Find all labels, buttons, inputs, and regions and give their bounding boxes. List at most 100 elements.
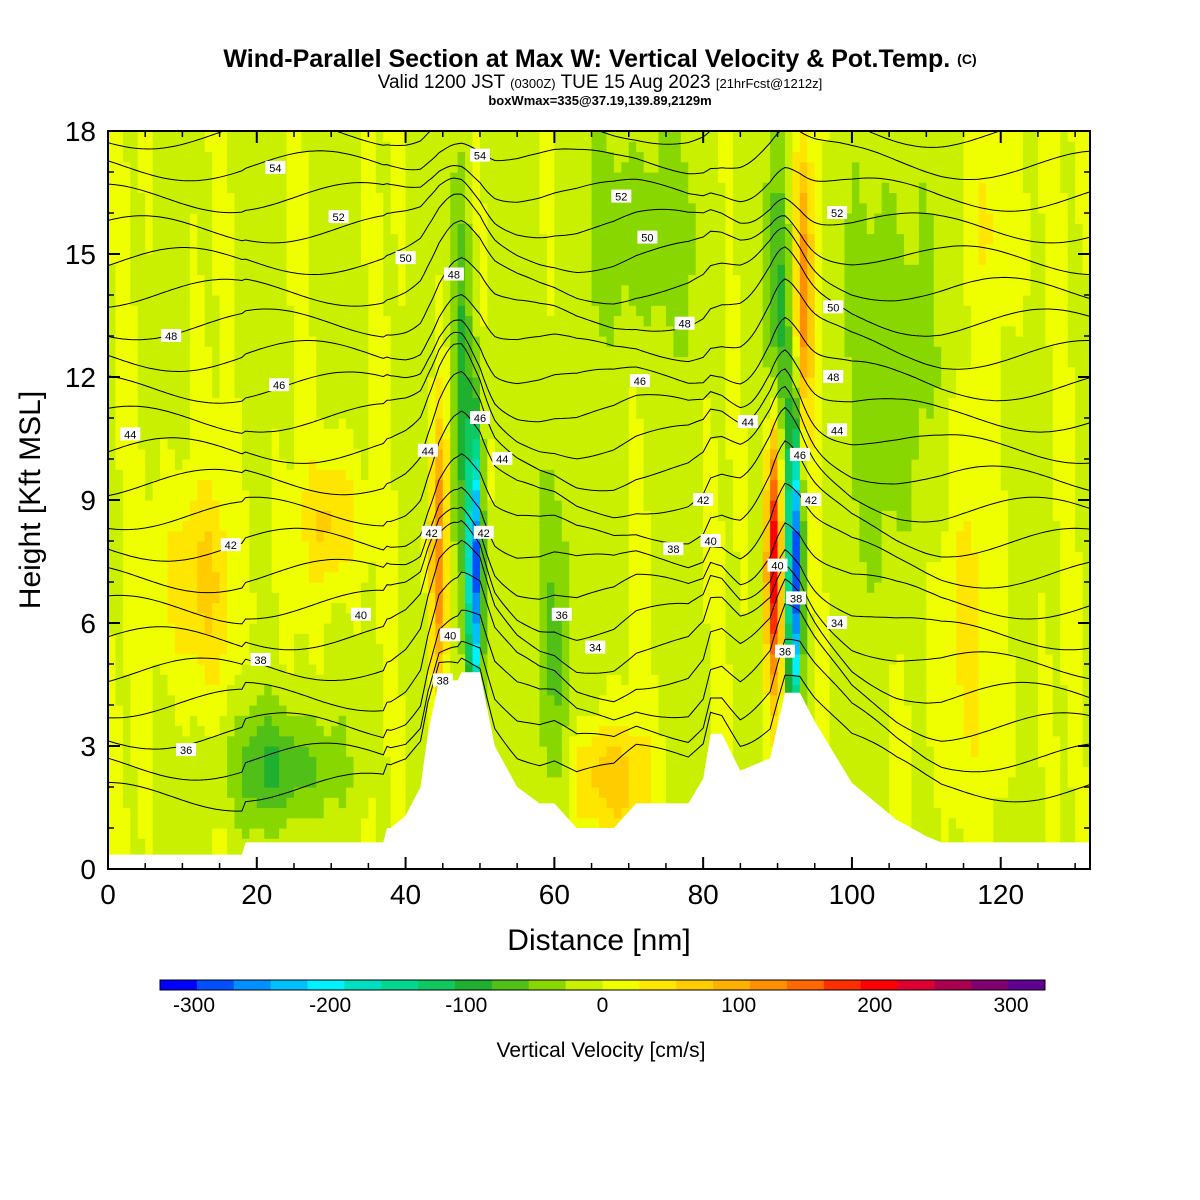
y-axis-label: Height [Kft MSL] — [14, 391, 47, 609]
x-tick-label: 0 — [100, 879, 116, 910]
colorbar-frame — [159, 979, 1046, 991]
x-tick-label: 60 — [539, 879, 570, 910]
x-tick-label: 80 — [688, 879, 719, 910]
colorbar-tick-label: -200 — [309, 994, 351, 1017]
contour-label: 36 — [176, 743, 197, 757]
contour-label: 52 — [611, 189, 632, 204]
x-tick-label: 120 — [977, 879, 1024, 910]
valid-date-text: TUE 15 Aug 2023 — [560, 72, 711, 93]
contour-label: 50 — [637, 230, 658, 245]
y-tick-label: 3 — [80, 731, 96, 762]
x-tick-label: 20 — [241, 879, 272, 910]
contour-label: 42 — [220, 538, 241, 552]
potential-temperature-contours — [108, 131, 1090, 812]
contour-label: 50 — [395, 251, 416, 265]
contour-label: 38 — [250, 652, 271, 667]
colorbar-tick-label: 300 — [993, 994, 1028, 1017]
contour-label: 44 — [737, 415, 758, 429]
terrain-mask — [108, 672, 1090, 869]
contour-label: 44 — [492, 452, 513, 466]
contour-label: 42 — [801, 493, 821, 507]
chart-title: Wind-Parallel Section at Max W: Vertical… — [0, 44, 1200, 74]
contour-label: 40 — [767, 558, 788, 573]
contour-labels: 54 52 50 48 54 48 46 44 44 46 44 42 42 42 40 40 38 38 36 52… — [120, 148, 848, 757]
contour-label: 40 — [440, 628, 461, 642]
colorbar-swatch — [344, 980, 382, 990]
colorbar-tick-label: -300 — [173, 994, 215, 1017]
colorbar-label: Vertical Velocity [cm/s] — [497, 1039, 706, 1062]
contour-label: 52 — [827, 206, 848, 220]
chart-title-text: Wind-Parallel Section at Max W: Vertical… — [223, 45, 951, 73]
colorbar-swatch — [860, 980, 898, 990]
y-tick-label: 12 — [65, 362, 96, 393]
chart-subtitle-valid: Valid 1200 JST (0300Z) TUE 15 Aug 2023 [… — [0, 72, 1200, 93]
colorbar-swatch — [565, 980, 603, 990]
contour-label: 46 — [629, 374, 650, 388]
y-tick-label: 6 — [80, 608, 96, 639]
x-tick-label: 100 — [829, 879, 876, 910]
colorbar-tick-label: 200 — [857, 994, 892, 1017]
contour-label: 40 — [350, 607, 371, 622]
contour-label: 38 — [786, 591, 807, 605]
contour-label: 48 — [823, 370, 844, 384]
colorbar-swatch — [196, 980, 235, 990]
colorbar-tick-label: 0 — [597, 994, 609, 1017]
colorbar-swatch — [934, 980, 972, 990]
box-wmax-info: boxWmax=335@37.19,139.89,2129m — [488, 93, 712, 108]
colorbar-swatch — [233, 980, 272, 990]
contour-label: 44 — [120, 427, 141, 441]
colorbar-swatch — [823, 980, 862, 990]
colorbar-swatch — [418, 980, 456, 990]
contour-label: 52 — [328, 210, 349, 224]
contour-label: 36 — [551, 607, 572, 622]
x-axis-label: Distance [nm] — [507, 924, 690, 957]
y-tick-label: 18 — [65, 116, 96, 147]
valid-utc-text: (0300Z) — [510, 76, 556, 91]
colorbar-swatch — [381, 980, 419, 990]
contour-label: 44 — [827, 423, 848, 437]
colorbar-swatch — [713, 980, 751, 990]
colorbar-tick-label: 100 — [721, 994, 756, 1017]
colorbar-swatch — [602, 980, 640, 990]
contour-label: 42 — [421, 525, 442, 540]
contour-label: 54 — [265, 160, 286, 175]
colorbar-swatch — [270, 980, 308, 990]
colorbar-swatch — [971, 980, 1009, 990]
y-tick-label: 15 — [65, 239, 96, 270]
contour-label: 42 — [473, 525, 494, 540]
forecast-info-text: [21hrFcst@1212z] — [715, 76, 823, 91]
colorbar-swatch — [307, 980, 345, 990]
colorbar-swatch — [676, 980, 714, 990]
x-tick-label: 40 — [390, 879, 421, 910]
colorbar-swatch — [160, 980, 198, 990]
colorbar-swatch — [491, 980, 530, 990]
contour-label: 38 — [663, 542, 684, 556]
contour-label: 36 — [775, 644, 795, 659]
chart-title-block: Wind-Parallel Section at Max W: Vertical… — [0, 44, 1200, 108]
chart-title-tag: (C) — [957, 51, 977, 67]
y-tick-label: 0 — [80, 854, 96, 885]
contour-label: 48 — [674, 316, 695, 331]
colorbar-tick-label: -100 — [445, 994, 487, 1017]
contour-label: 38 — [432, 673, 453, 687]
contour-label: 42 — [693, 493, 714, 507]
contour-label: 34 — [585, 640, 606, 655]
contour-label: 54 — [470, 148, 490, 163]
valid-time-text: Valid 1200 JST — [377, 72, 505, 93]
vertical-velocity-field — [108, 131, 1090, 869]
contour-label: 48 — [161, 329, 182, 343]
contour-label: 46 — [470, 411, 490, 425]
colorbar-swatch — [1008, 980, 1046, 990]
contour-label: 44 — [417, 443, 438, 458]
contour-label: 40 — [700, 534, 721, 548]
contour-label: 46 — [269, 378, 290, 392]
y-tick-label: 9 — [80, 485, 96, 516]
colorbar-swatch — [750, 980, 788, 990]
colorbar: -300 -200 -100 0 100 200 300 — [159, 979, 1046, 1017]
colorbar-swatch — [455, 980, 493, 990]
contour-label: 46 — [789, 447, 810, 462]
colorbar-swatch — [639, 980, 677, 990]
plot-frame — [107, 130, 1091, 870]
